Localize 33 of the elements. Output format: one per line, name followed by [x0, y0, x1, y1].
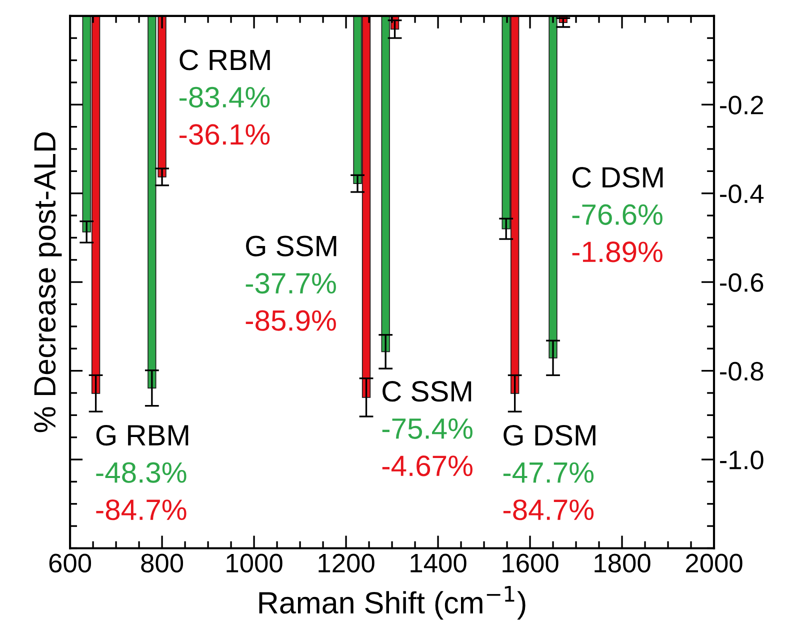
annotation: -75.4% — [382, 418, 472, 439]
annotation: C RBM — [180, 50, 270, 70]
annotation: -36.1% — [180, 124, 270, 145]
annotation: C SSM — [382, 381, 472, 402]
annotation: -4.67% — [382, 456, 472, 476]
y-tick-label: -0.2 — [720, 96, 764, 114]
y-tick-label: -0.4 — [720, 184, 764, 204]
annotation: -1.89% — [572, 242, 662, 262]
annotation: -84.7% — [96, 499, 186, 520]
x-tick-label: 1600 — [502, 554, 558, 572]
y-tick-label: -0.6 — [720, 273, 764, 292]
annotation: -47.7% — [503, 462, 594, 483]
x-tick-label: 1400 — [410, 554, 466, 572]
y-axis-title: % Decrease post-ALD — [34, 132, 62, 432]
x-tick-label: 1800 — [594, 554, 650, 572]
x-tick-label: 800 — [141, 554, 184, 572]
x-tick-label: 600 — [49, 554, 92, 572]
annotation: -76.6% — [572, 204, 662, 225]
annotation: G RBM — [96, 424, 188, 446]
x-axis-title: Raman Shift (cm$^{−1}$) — [259, 586, 526, 620]
annotation: -48.3% — [96, 462, 186, 483]
annotation: G DSM — [504, 424, 596, 446]
annotation: -83.4% — [180, 86, 270, 108]
x-tick-label: 1000 — [226, 554, 282, 572]
annotation: G SSM — [246, 236, 336, 256]
annotation: -84.7% — [503, 499, 594, 520]
y-tick-label: -0.8 — [720, 362, 764, 381]
x-tick-label: 1200 — [318, 554, 374, 572]
y-tick-label: -1.0 — [720, 450, 764, 470]
annotation: -85.9% — [246, 310, 336, 331]
annotation: -37.7% — [246, 272, 336, 294]
x-tick-label: 2000 — [686, 554, 742, 572]
annotation: C DSM — [572, 167, 663, 188]
